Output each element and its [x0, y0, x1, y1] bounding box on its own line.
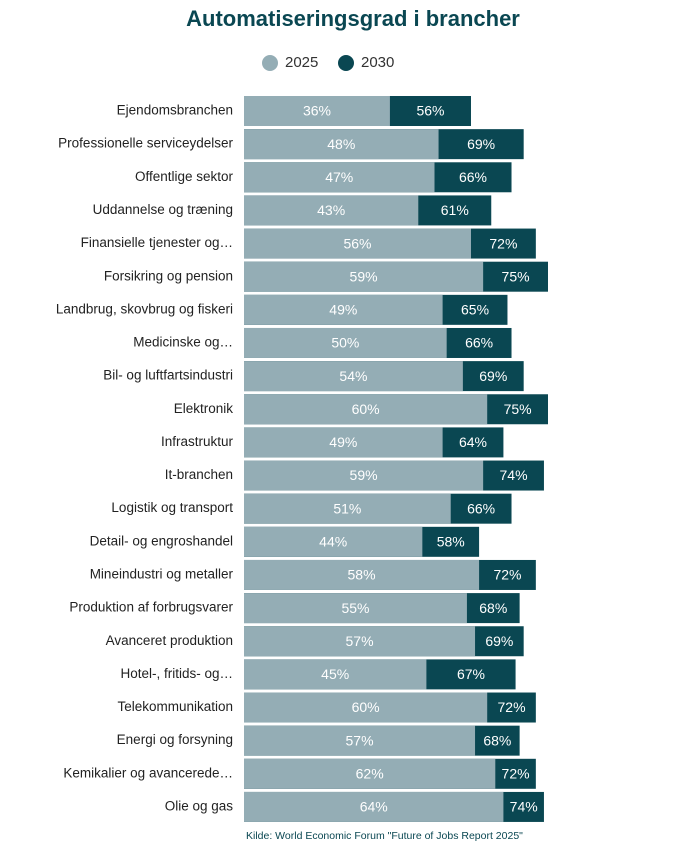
- data-label: 72%: [493, 567, 521, 583]
- bar: [244, 394, 488, 425]
- y-tick-label: Olie og gas: [165, 799, 234, 814]
- bar: [244, 725, 476, 756]
- data-label: 60%: [352, 401, 380, 417]
- y-tick-label: Mineindustri og metaller: [90, 567, 234, 582]
- y-tick-label: Ejendomsbranchen: [117, 103, 233, 118]
- data-label: 75%: [502, 268, 530, 284]
- data-label: 62%: [356, 766, 384, 782]
- y-tick-label: Telekommunikation: [117, 699, 233, 714]
- data-label: 74%: [500, 467, 528, 483]
- bar: [244, 593, 467, 624]
- legend-swatch: [262, 55, 278, 71]
- data-label: 57%: [346, 633, 374, 649]
- bar: [244, 493, 451, 524]
- y-tick-label: Produktion af forbrugsvarer: [69, 600, 233, 615]
- data-label: 58%: [437, 534, 465, 550]
- data-label: 61%: [441, 202, 469, 218]
- legend-label: 2025: [285, 54, 318, 71]
- bar: [244, 758, 496, 789]
- bar: [244, 659, 427, 690]
- y-tick-label: Offentlige sektor: [135, 169, 234, 184]
- data-label: 43%: [317, 202, 345, 218]
- data-label: 55%: [341, 600, 369, 616]
- data-label: 66%: [467, 500, 495, 516]
- data-label: 51%: [333, 500, 361, 516]
- data-label: 59%: [350, 467, 378, 483]
- data-label: 56%: [343, 235, 371, 251]
- bar: [244, 427, 443, 458]
- bar: [244, 228, 471, 259]
- y-tick-label: Forsikring og pension: [104, 268, 233, 283]
- bar: [244, 195, 419, 226]
- bar: [244, 96, 390, 126]
- y-tick-label: Professionelle serviceydelser: [58, 136, 233, 151]
- data-label: 57%: [346, 732, 374, 748]
- data-label: 49%: [329, 302, 357, 318]
- data-label: 47%: [325, 169, 353, 185]
- data-label: 74%: [510, 799, 538, 815]
- y-tick-label: Elektronik: [174, 401, 234, 416]
- bar: [244, 162, 435, 193]
- data-label: 69%: [467, 136, 495, 152]
- data-label: 49%: [329, 434, 357, 450]
- data-label: 72%: [489, 235, 517, 251]
- data-label: 69%: [479, 368, 507, 384]
- y-tick-label: Kemikalier og avancerede…: [63, 765, 233, 780]
- y-tick-label: Medicinske og…: [133, 335, 233, 350]
- chart-title: Automatiseringsgrad i brancher: [186, 6, 520, 31]
- y-tick-label: Infrastruktur: [161, 434, 234, 449]
- data-label: 64%: [360, 799, 388, 815]
- data-label: 72%: [502, 766, 530, 782]
- bar: [244, 361, 463, 392]
- y-tick-label: Finansielle tjenester og…: [81, 235, 233, 250]
- bar: [244, 559, 480, 590]
- data-label: 36%: [303, 103, 331, 119]
- y-tick-label: Hotel-, fritids- og…: [120, 666, 233, 681]
- data-label: 66%: [459, 169, 487, 185]
- data-label: 68%: [479, 600, 507, 616]
- y-tick-label: Uddannelse og træning: [93, 202, 233, 217]
- source: Kilde: World Economic Forum "Future of J…: [246, 830, 523, 842]
- bar: [244, 294, 443, 325]
- data-label: 66%: [465, 335, 493, 351]
- data-label: 60%: [352, 699, 380, 715]
- data-label: 50%: [331, 335, 359, 351]
- y-tick-label: Detail- og engroshandel: [90, 533, 233, 548]
- bar: [244, 692, 488, 723]
- data-label: 58%: [348, 567, 376, 583]
- y-tick-label: Avanceret produktion: [106, 633, 233, 648]
- data-label: 44%: [319, 534, 347, 550]
- y-tick-label: Logistik og transport: [111, 500, 233, 515]
- data-label: 59%: [350, 268, 378, 284]
- legend-label: 2030: [361, 54, 394, 71]
- bar: [244, 129, 439, 160]
- data-label: 45%: [321, 666, 349, 682]
- data-label: 67%: [457, 666, 485, 682]
- y-tick-label: Landbrug, skovbrug og fiskeri: [56, 301, 233, 316]
- y-tick-label: It-branchen: [165, 467, 233, 482]
- data-label: 56%: [416, 103, 444, 119]
- data-label: 48%: [327, 136, 355, 152]
- data-label: 75%: [504, 401, 532, 417]
- data-label: 72%: [498, 699, 526, 715]
- y-tick-label: Energi og forsyning: [117, 732, 233, 747]
- bar: [244, 261, 484, 292]
- data-label: 54%: [339, 368, 367, 384]
- bar: [244, 327, 447, 358]
- bar: [244, 526, 423, 557]
- data-label: 64%: [459, 434, 487, 450]
- data-label: 65%: [461, 302, 489, 318]
- bar: [244, 460, 484, 491]
- data-label: 68%: [483, 732, 511, 748]
- legend-swatch: [338, 55, 354, 71]
- bar: [244, 626, 476, 657]
- bar: [244, 791, 504, 822]
- y-tick-label: Bil- og luftfartsindustri: [103, 368, 233, 383]
- data-label: 69%: [485, 633, 513, 649]
